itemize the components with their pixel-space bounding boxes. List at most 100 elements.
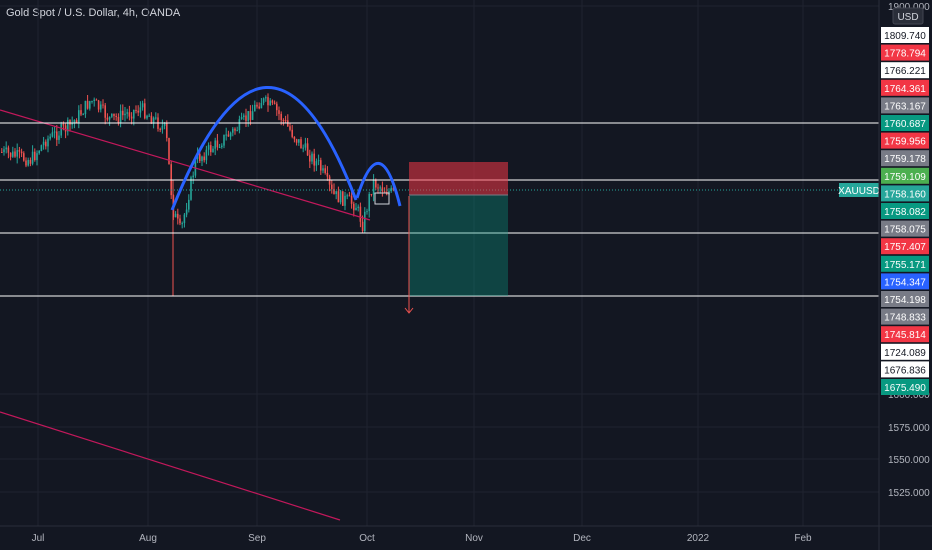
price-tag-label: 1755.171 xyxy=(884,260,926,271)
candle-body xyxy=(135,109,137,111)
candle-body xyxy=(40,145,43,151)
stop-loss-zone xyxy=(409,162,508,195)
candle-body xyxy=(130,116,133,119)
head-arc xyxy=(170,86,358,211)
price-tag xyxy=(881,97,929,114)
time-axis[interactable]: Jul Aug Sep Oct Nov Dec 2022 Feb xyxy=(0,525,932,544)
candle-body xyxy=(16,150,18,157)
candle-body xyxy=(62,124,65,126)
candle-body xyxy=(166,123,168,138)
candle-body xyxy=(306,143,309,156)
candle-body xyxy=(141,103,144,108)
candle-body xyxy=(229,132,232,137)
candle-body xyxy=(245,115,247,121)
symbol-tag-label: XAUUSD xyxy=(838,186,880,197)
price-tag-label: 1809.740 xyxy=(884,31,926,42)
candle-body xyxy=(370,193,373,195)
price-tag-label: 1754.198 xyxy=(884,295,926,306)
candle-body xyxy=(221,145,223,148)
candle-body xyxy=(375,179,377,188)
time-tick-label: Feb xyxy=(794,533,812,544)
candle-body xyxy=(339,191,342,203)
price-tick-label: 1575.000 xyxy=(888,423,930,434)
candle-body xyxy=(199,153,201,162)
candle-body xyxy=(36,153,38,161)
candle-body xyxy=(29,159,32,164)
candle-body xyxy=(379,187,381,189)
candle-body xyxy=(137,110,139,113)
candle-body xyxy=(331,184,333,190)
candle-body xyxy=(377,187,379,189)
price-tag xyxy=(881,132,929,149)
candle-body xyxy=(346,195,348,197)
candle-body xyxy=(148,115,150,117)
candle-body xyxy=(179,218,181,224)
candle-body xyxy=(53,131,56,133)
candle-body xyxy=(324,168,326,173)
candle-body xyxy=(34,151,36,161)
price-tag xyxy=(881,361,929,378)
candle-body xyxy=(194,158,197,176)
price-tag-label: 1760.687 xyxy=(884,119,926,130)
candle-body xyxy=(119,110,122,123)
candle-body xyxy=(262,98,265,103)
price-tag xyxy=(881,238,929,255)
candle-body xyxy=(254,104,256,112)
candle-body xyxy=(190,177,192,200)
price-axis[interactable]: 1900.0001600.0001575.0001550.0001525.000… xyxy=(878,0,932,550)
candle-body xyxy=(258,106,260,109)
price-tag xyxy=(881,379,929,395)
candle-body xyxy=(20,151,23,154)
candle-body xyxy=(185,209,188,215)
candle-body xyxy=(161,125,164,130)
candle-body xyxy=(273,102,276,104)
time-tick-label: Oct xyxy=(359,533,375,544)
candle-body xyxy=(282,119,285,121)
candle-body xyxy=(210,145,212,153)
candle-body xyxy=(38,150,40,154)
candle-body xyxy=(271,100,274,103)
candle-body xyxy=(14,151,16,157)
candle-body xyxy=(251,111,254,120)
price-tag-label: 1778.794 xyxy=(884,49,926,60)
candle-body xyxy=(93,99,95,102)
candle-body xyxy=(9,152,12,157)
price-tag-label: 1757.407 xyxy=(884,242,926,253)
candle-body xyxy=(124,113,126,116)
candle-body xyxy=(364,211,366,231)
candle-body xyxy=(139,107,142,113)
price-tag-label: 1745.814 xyxy=(884,330,926,341)
candle-body xyxy=(111,113,113,117)
candle-body xyxy=(45,141,47,147)
candle-body xyxy=(47,138,49,147)
candle-body xyxy=(133,109,135,119)
candle-body xyxy=(298,139,300,143)
candle-body xyxy=(18,150,21,152)
symbol-tag xyxy=(839,183,879,197)
candle-body xyxy=(71,122,73,125)
candle-body xyxy=(23,153,25,161)
currency-badge xyxy=(892,7,924,25)
candle-body xyxy=(203,156,205,161)
price-tag-label: 1754.347 xyxy=(884,277,926,288)
projection-arrow xyxy=(404,307,414,314)
candle-body xyxy=(359,206,362,222)
candle-body xyxy=(320,160,322,171)
candle-body xyxy=(3,149,5,153)
candle-body xyxy=(60,124,62,136)
candle-body xyxy=(102,104,104,106)
candle-body xyxy=(188,199,190,210)
candle-body xyxy=(152,117,155,124)
shoulder-arc xyxy=(355,162,402,207)
price-tick-label: 1525.000 xyxy=(888,488,930,499)
candle-body xyxy=(31,151,34,164)
take-profit-zone xyxy=(409,195,508,296)
candle-body xyxy=(5,147,7,150)
candle-body xyxy=(100,104,102,110)
candle-body xyxy=(348,195,351,197)
candle-body xyxy=(390,187,392,192)
price-tag xyxy=(881,203,929,219)
candle-body xyxy=(256,104,258,107)
candle-body xyxy=(383,191,386,193)
